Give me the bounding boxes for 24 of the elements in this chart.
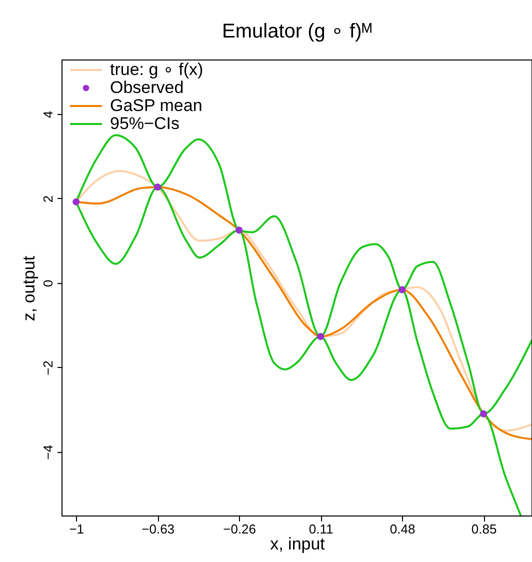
chart-title: Emulator (g ∘ f)ᴹ — [222, 20, 372, 42]
point — [154, 184, 162, 191]
x-tick-label: −1 — [69, 522, 84, 536]
point — [236, 226, 243, 234]
legend-label: GaSP mean — [110, 96, 202, 115]
point — [72, 198, 80, 206]
x-tick-label: 0.48 — [390, 522, 416, 536]
x-axis-title: x, input — [270, 534, 326, 554]
x-tick-label: 0.11 — [308, 522, 334, 536]
point — [398, 286, 406, 294]
point — [480, 410, 488, 418]
y-tick-label: −2 — [40, 360, 56, 376]
y-axis-title: z, output — [20, 256, 38, 322]
legend-label: true: g ∘ f(x) — [110, 60, 204, 79]
x-tick-label: −0.63 — [142, 522, 175, 536]
y-tick-label: −4 — [40, 444, 56, 460]
point — [317, 333, 324, 340]
y-tick-label: 0 — [40, 280, 56, 288]
legend-label: Observed — [110, 78, 184, 97]
x-tick-label: 0.85 — [471, 522, 497, 536]
y-tick-label: 2 — [40, 195, 56, 203]
legend-label: 95%−CIs — [110, 114, 180, 133]
y-tick-label: 4 — [40, 110, 56, 118]
x-tick-label: −0.26 — [223, 522, 256, 536]
